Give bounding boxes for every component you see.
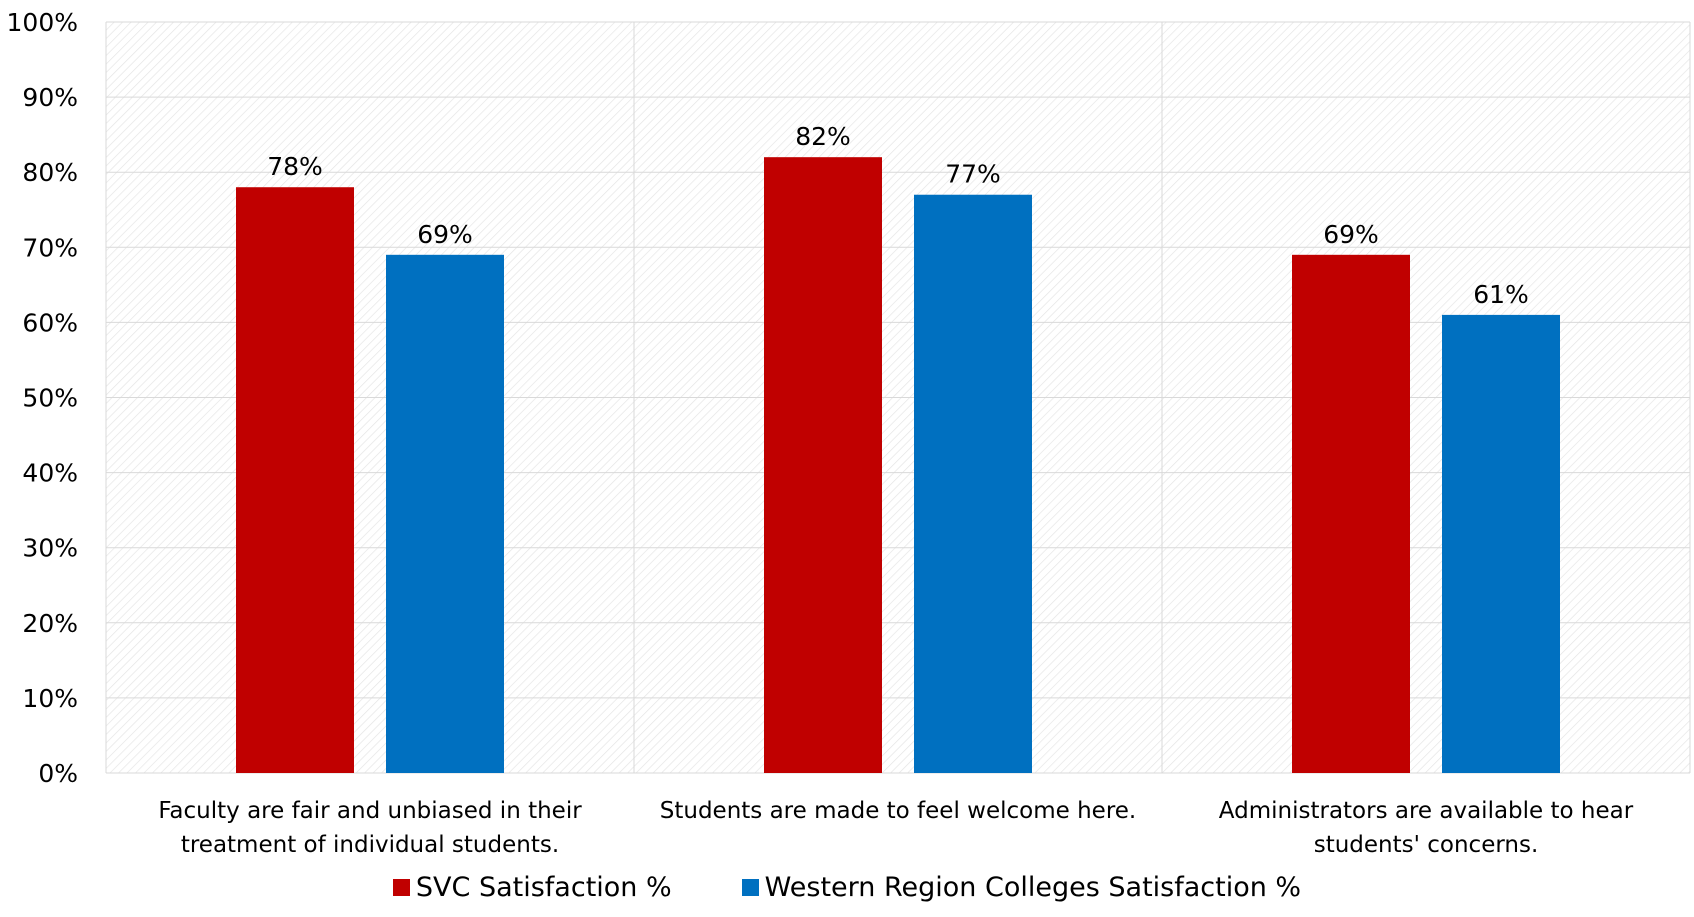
bar (914, 194, 1032, 774)
bar (1292, 254, 1410, 773)
bar (1442, 314, 1560, 773)
x-category-label: Faculty are fair and unbiased in their (158, 798, 582, 824)
data-label: 61% (1473, 280, 1529, 309)
bar-chart: 0% 10% 20% 30% 40% 50% 60% 70% 80% 90% 100% 78% 69%… (7, 8, 1691, 858)
legend-swatch-western (741, 879, 759, 896)
y-tick-label: 90% (22, 83, 78, 112)
data-label: 69% (417, 220, 473, 249)
bar (386, 254, 504, 773)
bar (764, 157, 882, 773)
y-tick-label: 0% (38, 759, 78, 788)
bars (236, 157, 1560, 774)
y-tick-label: 20% (22, 609, 78, 638)
y-tick-label: 10% (22, 684, 78, 713)
data-label: 69% (1323, 220, 1379, 249)
legend-swatch-svc (392, 879, 410, 896)
y-tick-label: 50% (22, 384, 78, 413)
y-tick-label: 80% (22, 158, 78, 187)
legend-item-svc: SVC Satisfaction % (392, 872, 672, 903)
x-axis-category-labels: Faculty are fair and unbiased in their tr… (158, 798, 1633, 858)
y-tick-label: 30% (22, 534, 78, 563)
y-tick-label: 70% (22, 233, 78, 262)
x-category-label: students' concerns. (1314, 832, 1539, 858)
data-label: 82% (795, 122, 851, 151)
y-axis-tick-labels: 0% 10% 20% 30% 40% 50% 60% 70% 80% 90% 100% (7, 8, 78, 788)
y-tick-label: 100% (7, 8, 78, 37)
legend: SVC Satisfaction % Western Region Colleg… (0, 872, 1694, 903)
x-category-label: Students are made to feel welcome here. (660, 798, 1136, 824)
gridlines (106, 21, 1690, 774)
category-separators (105, 22, 1691, 773)
bar (236, 187, 354, 774)
legend-item-western: Western Region Colleges Satisfaction % (741, 872, 1302, 903)
legend-label-western: Western Region Colleges Satisfaction % (764, 872, 1302, 903)
x-category-label: Administrators are available to hear (1219, 798, 1634, 824)
y-tick-label: 40% (22, 459, 78, 488)
x-category-label: treatment of individual students. (181, 832, 559, 858)
data-label: 78% (267, 152, 323, 181)
data-label: 77% (945, 160, 1001, 189)
data-labels: 78% 69% 82% 77% 69% 61% (267, 122, 1529, 309)
y-tick-label: 60% (22, 308, 78, 337)
legend-label-svc: SVC Satisfaction % (415, 872, 672, 903)
